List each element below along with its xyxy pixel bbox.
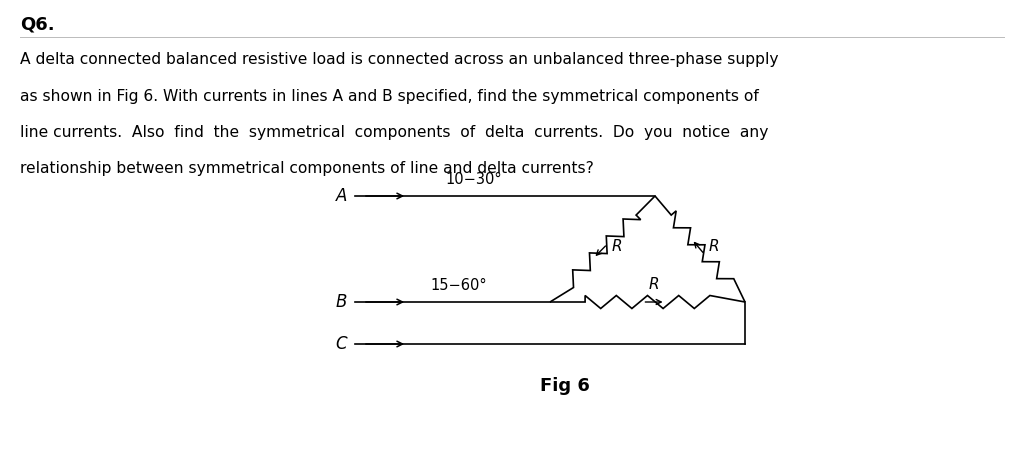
Text: relationship between symmetrical components of line and delta currents?: relationship between symmetrical compone… xyxy=(20,162,594,177)
Text: 10−30°: 10−30° xyxy=(445,172,502,187)
Text: line currents.  Also  find  the  symmetrical  components  of  delta  currents.  : line currents. Also find the symmetrical… xyxy=(20,125,768,140)
Text: C: C xyxy=(336,335,347,353)
Text: R: R xyxy=(648,277,658,292)
Text: R: R xyxy=(709,238,720,253)
Text: as shown in Fig 6. With currents in lines A and B specified, find the symmetrica: as shown in Fig 6. With currents in line… xyxy=(20,89,759,104)
Text: Fig 6: Fig 6 xyxy=(540,377,590,395)
Text: R: R xyxy=(611,238,623,253)
Text: 15−60°: 15−60° xyxy=(430,278,486,293)
Text: A: A xyxy=(336,187,347,205)
Text: Q6.: Q6. xyxy=(20,16,54,34)
Text: A delta connected balanced resistive load is connected across an unbalanced thre: A delta connected balanced resistive loa… xyxy=(20,52,778,67)
Text: B: B xyxy=(336,293,347,311)
